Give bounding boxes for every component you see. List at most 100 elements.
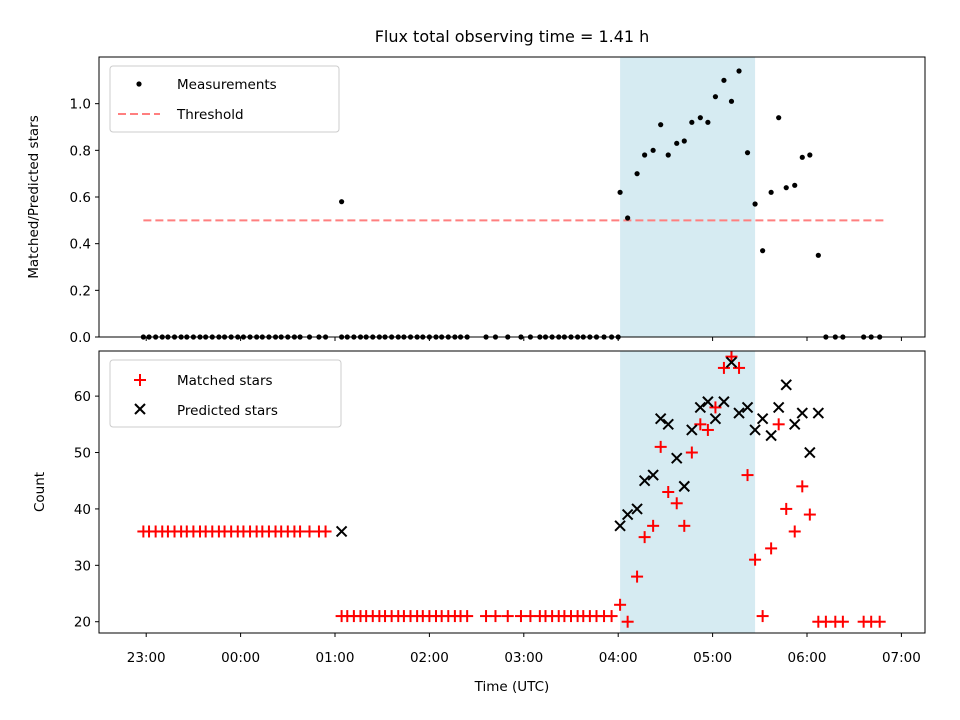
matched-star-point — [709, 401, 722, 414]
measurement-point — [721, 77, 727, 83]
measurement-point — [634, 171, 640, 177]
measurement-point — [705, 119, 711, 125]
bottom-marks — [137, 350, 886, 628]
matched-star-point — [621, 615, 634, 628]
predicted-star-point — [621, 508, 634, 521]
measurement-point — [665, 152, 671, 158]
top-y-tick-label: 0.4 — [70, 237, 91, 253]
predicted-star-point — [749, 424, 761, 436]
top-marks — [140, 68, 885, 340]
measurement-point — [760, 248, 766, 254]
matched-star-point — [788, 525, 801, 538]
top-y-tick-label: 0.0 — [70, 330, 91, 346]
predicted-star-point — [765, 429, 777, 442]
predicted-star-point — [804, 446, 816, 459]
predicted-star-point — [678, 480, 690, 493]
legend-threshold-label: Threshold — [176, 107, 244, 123]
measurement-point — [674, 140, 680, 146]
matched-star-point — [461, 610, 474, 623]
matched-star-point — [319, 525, 332, 538]
measurement-point — [752, 201, 758, 207]
measurement-point — [712, 94, 719, 100]
predicted-star-point — [756, 412, 769, 425]
predicted-star-point — [709, 412, 722, 425]
bottom-y-tick-label: 50 — [74, 446, 91, 462]
measurement-point — [807, 152, 813, 158]
predicted-star-point — [686, 424, 698, 436]
bottom-y-tick-label: 20 — [74, 615, 91, 631]
measurement-point — [728, 98, 735, 104]
matched-star-point — [670, 497, 683, 510]
matched-star-point — [873, 615, 886, 628]
x-tick-label: 01:00 — [316, 650, 355, 666]
matched-star-point — [694, 418, 707, 431]
measurement-point — [681, 138, 687, 144]
measurement-point — [799, 154, 805, 160]
legend-measurements-marker — [136, 81, 142, 87]
top-y-tick-label: 1.0 — [70, 97, 91, 113]
matched-star-point — [756, 610, 769, 623]
measurement-point — [689, 119, 695, 125]
matched-star-point — [678, 519, 691, 532]
legend-matched-marker — [134, 374, 146, 386]
top-legend: Measurements Threshold — [109, 65, 340, 133]
x-tick-label: 07:00 — [882, 650, 921, 666]
top-panel: 0.0 0.2 0.4 0.6 0.8 1.0 Matched/Predicted sta… — [26, 56, 926, 346]
bottom-frame — [98, 350, 926, 634]
top-y-axis-label: Matched/Predicted stars — [26, 115, 42, 278]
bottom-y-tick-label: 40 — [74, 502, 91, 518]
matched-star-point — [796, 480, 809, 493]
bottom-highlight-span — [620, 351, 756, 633]
matched-star-point — [733, 361, 746, 374]
x-tick-label: 02:00 — [410, 650, 449, 666]
x-tick-label: 05:00 — [693, 650, 732, 666]
matched-star-point — [631, 570, 644, 583]
predicted-star-point — [789, 418, 801, 431]
predicted-star-point — [733, 407, 745, 419]
top-legend-box — [109, 65, 340, 133]
predicted-star-point — [702, 396, 714, 408]
bottom-legend: Matched stars Predicted stars — [109, 359, 342, 428]
top-y-tick-label: 0.6 — [70, 190, 91, 206]
bottom-y-ticks: 20 30 40 50 60 — [74, 389, 99, 631]
predicted-star-point — [638, 475, 651, 487]
legend-predicted-marker — [134, 403, 146, 415]
predicted-star-point — [812, 407, 825, 419]
predicted-star-point — [725, 356, 738, 368]
measurement-point — [815, 252, 821, 258]
predicted-star-point — [647, 469, 659, 481]
matched-star-point — [662, 486, 675, 498]
measurement-point — [625, 215, 631, 221]
chart-title: Flux total observing time = 1.41 h — [375, 27, 650, 46]
matched-star-point — [654, 440, 667, 453]
measurement-point — [658, 122, 664, 128]
matched-star-point — [614, 598, 627, 611]
measurement-point — [642, 152, 648, 158]
bottom-legend-box — [109, 359, 342, 428]
predicted-star-point — [718, 396, 730, 408]
matched-star-point — [725, 350, 738, 363]
predicted-star-point — [335, 525, 348, 538]
predicted-star-point — [780, 379, 792, 391]
measurement-point — [736, 68, 742, 74]
matched-star-point — [647, 519, 660, 532]
matched-star-point — [765, 542, 778, 555]
predicted-star-point — [796, 407, 808, 419]
matched-star-point — [741, 469, 754, 482]
legend-measurements-label: Measurements — [177, 77, 277, 93]
matched-star-point — [489, 610, 502, 623]
matched-star-point — [749, 553, 762, 566]
bottom-y-axis-label: Count — [32, 472, 48, 512]
predicted-star-point — [772, 401, 785, 414]
measurement-point — [697, 115, 703, 121]
bottom-y-tick-label: 60 — [74, 389, 91, 405]
predicted-star-point — [741, 401, 754, 414]
matched-star-point — [772, 418, 785, 431]
predicted-star-point — [614, 520, 626, 532]
measurement-point — [650, 147, 656, 153]
matched-star-point — [803, 508, 816, 521]
measurement-point — [792, 182, 798, 188]
measurement-point — [617, 189, 623, 195]
top-highlight-span — [620, 57, 756, 337]
